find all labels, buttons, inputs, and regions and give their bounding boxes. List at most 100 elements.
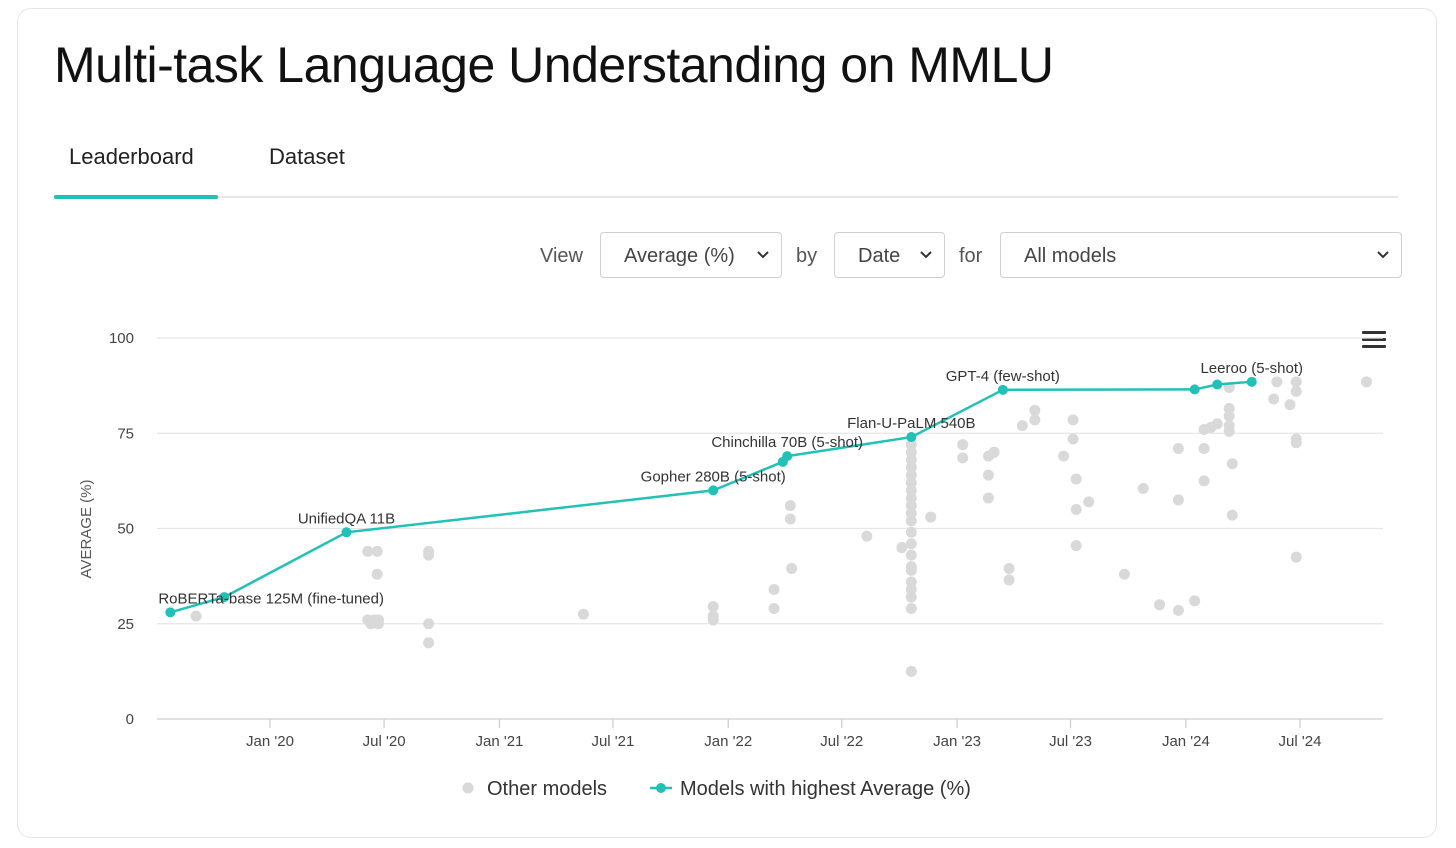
by-select-value: Date <box>858 245 901 267</box>
other-model-point <box>1290 551 1302 563</box>
other-model-point <box>905 439 917 451</box>
for-select[interactable]: All models <box>1000 232 1402 278</box>
other-model-point <box>1226 509 1238 521</box>
page-title: Multi-task Language Understanding on MML… <box>54 37 1054 93</box>
legend-other-label: Other models <box>487 778 607 800</box>
other-model-point <box>982 492 994 504</box>
other-model-point <box>423 637 435 649</box>
y-tick-label: 0 <box>126 711 134 728</box>
other-model-point <box>905 462 917 474</box>
other-model-point <box>1172 494 1184 506</box>
view-label: View <box>540 245 583 267</box>
best-model-point <box>1189 384 1200 395</box>
other-model-point <box>905 526 917 538</box>
x-tick-label: Jan '22 <box>704 733 752 750</box>
other-model-point <box>905 454 917 466</box>
other-model-point <box>768 583 780 595</box>
by-label: by <box>796 245 818 267</box>
best-model-point <box>906 432 917 443</box>
other-model-point <box>371 545 383 557</box>
other-model-point <box>1058 450 1070 462</box>
tab-dataset[interactable]: Dataset <box>269 144 345 169</box>
data-label: Chinchilla 70B (5-shot) <box>711 434 863 451</box>
chevron-down-icon <box>757 251 769 259</box>
other-model-point <box>784 500 796 512</box>
other-model-point <box>1029 414 1041 426</box>
other-model-point <box>423 618 435 630</box>
other-model-point <box>905 603 917 615</box>
other-model-point <box>786 563 798 575</box>
other-model-point <box>1360 376 1372 388</box>
legend-other-marker <box>462 782 474 794</box>
best-model-point <box>341 527 352 538</box>
other-model-point <box>925 511 937 523</box>
data-label: RoBERTa-base 125M (fine-tuned) <box>158 590 384 607</box>
other-model-point <box>1268 393 1280 405</box>
other-model-point <box>1003 574 1015 586</box>
other-model-point <box>707 601 719 613</box>
data-label: UnifiedQA 11B <box>298 510 395 527</box>
other-model-point <box>1070 473 1082 485</box>
data-label: GPT-4 (few-shot) <box>946 368 1060 385</box>
other-model-point <box>1067 414 1079 426</box>
other-model-point <box>768 603 780 615</box>
other-model-point <box>1189 595 1201 607</box>
other-model-point <box>957 452 969 464</box>
other-model-point <box>1016 420 1028 432</box>
other-model-point <box>896 542 908 554</box>
other-model-point <box>905 446 917 458</box>
other-model-point <box>905 500 917 512</box>
other-model-point <box>1211 418 1223 430</box>
other-model-point <box>1226 458 1238 470</box>
best-model-point <box>1212 379 1223 390</box>
other-model-point <box>905 507 917 519</box>
chevron-down-icon <box>1377 251 1389 259</box>
other-model-point <box>1137 482 1149 494</box>
tab-leaderboard[interactable]: Leaderboard <box>69 144 194 169</box>
chart-card <box>17 8 1437 838</box>
active-tab-indicator <box>54 195 218 199</box>
other-model-point <box>1198 442 1210 454</box>
other-model-point <box>1067 433 1079 445</box>
y-tick-label: 50 <box>117 521 134 538</box>
other-model-point <box>861 530 873 542</box>
x-tick-label: Jan '23 <box>933 733 981 750</box>
other-model-point <box>1003 563 1015 575</box>
by-select[interactable]: Date <box>834 232 945 278</box>
data-label: Gopher 280B (5-shot) <box>641 468 786 485</box>
other-model-point <box>905 564 917 576</box>
x-tick-label: Jul '24 <box>1279 733 1322 750</box>
other-model-point <box>1070 540 1082 552</box>
other-model-point <box>362 545 374 557</box>
other-model-point <box>372 618 384 630</box>
other-model-point <box>1290 376 1302 388</box>
other-model-point <box>905 549 917 561</box>
other-model-point <box>1070 503 1082 515</box>
for-select-value: All models <box>1024 245 1117 267</box>
y-tick-label: 25 <box>117 616 134 633</box>
for-label: for <box>959 245 983 267</box>
best-model-point <box>997 384 1008 395</box>
legend-best-marker <box>656 783 666 793</box>
other-model-point <box>190 610 202 622</box>
other-model-point <box>423 549 435 561</box>
other-model-point <box>1198 475 1210 487</box>
other-model-point <box>982 469 994 481</box>
other-model-point <box>905 665 917 677</box>
data-label: Flan-U-PaLM 540B <box>847 415 975 432</box>
y-axis-label: AVERAGE (%) <box>78 480 95 579</box>
other-model-point <box>905 591 917 603</box>
x-tick-label: Jan '21 <box>475 733 523 750</box>
y-tick-label: 100 <box>109 330 134 347</box>
other-model-point <box>905 538 917 550</box>
best-model-point <box>165 607 176 618</box>
other-model-point <box>707 614 719 626</box>
other-model-point <box>905 477 917 489</box>
view-select[interactable]: Average (%) <box>600 232 782 278</box>
legend-best-label: Models with highest Average (%) <box>680 778 971 800</box>
best-model-point <box>708 485 719 496</box>
x-tick-label: Jul '22 <box>820 733 863 750</box>
chart-menu-icon[interactable] <box>1362 331 1388 351</box>
other-model-point <box>1172 604 1184 616</box>
